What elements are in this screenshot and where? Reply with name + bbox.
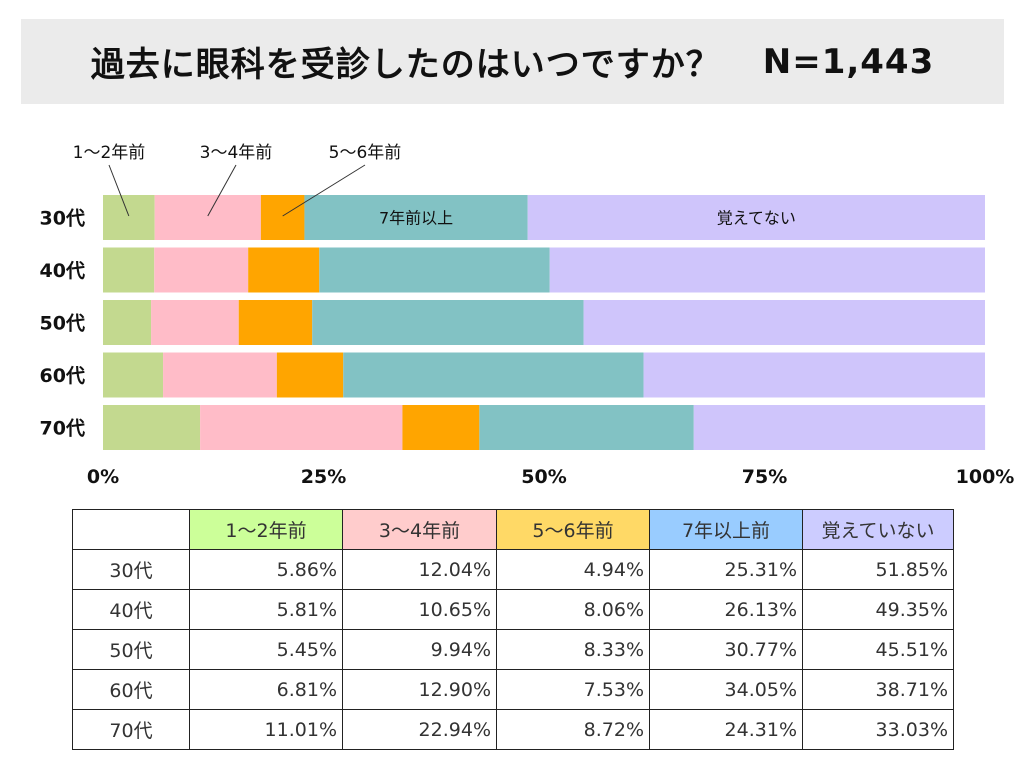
table-cell: 9.94%: [342, 629, 497, 670]
table-cell: 51.85%: [802, 549, 954, 590]
table-cell: 22.94%: [342, 709, 497, 750]
bar-segment: [200, 405, 403, 450]
bar-segment: [693, 405, 986, 450]
table-cell: 25.31%: [649, 549, 803, 590]
table-cell: 24.31%: [649, 709, 803, 750]
bar-segment: [260, 195, 305, 240]
x-tick-label: 0%: [87, 466, 119, 488]
sample-size: N=1,443: [762, 41, 935, 82]
table-cell: 45.51%: [802, 629, 954, 670]
category-label: 50代: [40, 313, 85, 335]
table-cell: 12.90%: [342, 669, 497, 710]
bar-segment: [154, 195, 261, 240]
bar-segment: [154, 247, 249, 293]
bar-segment: [479, 405, 694, 450]
bar-segment: [151, 300, 239, 345]
x-tick-label: 50%: [521, 466, 566, 488]
table-cell: 33.03%: [802, 709, 954, 750]
title-banner: 過去に眼科を受診したのはいつですか？ N=1,443: [21, 19, 1004, 104]
annotation-label: 3〜4年前: [200, 143, 273, 163]
bar-segment: [103, 247, 155, 293]
table-cell: 8.06%: [496, 589, 650, 630]
annotation-leader-line: [282, 164, 366, 217]
table-header: 1〜2年前: [189, 509, 343, 550]
bar-segment: [238, 300, 313, 345]
annotation-label: 5〜6年前: [329, 143, 402, 163]
table-row-label: 60代: [72, 669, 190, 710]
table-header: 5〜6年前: [496, 509, 650, 550]
table-row: 40代 5.81% 10.65% 8.06% 26.13% 49.35%: [72, 589, 954, 630]
bar-segment: [103, 405, 201, 450]
bar-segment: [583, 300, 985, 345]
bar-segment: [319, 247, 550, 293]
table-row-label: 40代: [72, 589, 190, 630]
bar-segment: [527, 195, 985, 240]
table-header-row: 1〜2年前 3〜4年前 5〜6年前 7年以上前 覚えていない: [72, 509, 954, 550]
table-cell: 4.94%: [496, 549, 650, 590]
bar-segment: [343, 352, 644, 398]
annotation-leader-line: [207, 164, 237, 217]
annotation-label: 1〜2年前: [73, 143, 146, 163]
table-cell: 5.86%: [189, 549, 343, 590]
bar-segment: [402, 405, 480, 450]
table-row: 50代 5.45% 9.94% 8.33% 30.77% 45.51%: [72, 629, 954, 670]
table-cell: 49.35%: [802, 589, 954, 630]
table-header: 3〜4年前: [342, 509, 497, 550]
table-cell: 6.81%: [189, 669, 343, 710]
table-row-label: 30代: [72, 549, 190, 590]
annotation-leader-line: [108, 164, 130, 217]
bar-segment: [304, 195, 528, 240]
table-cell: 38.71%: [802, 669, 954, 710]
table-row: 30代 5.86% 12.04% 4.94% 25.31% 51.85%: [72, 549, 954, 590]
bar-segment: [276, 352, 344, 398]
x-tick-label: 25%: [301, 466, 346, 488]
table-cell: 7.53%: [496, 669, 650, 710]
table-cell: 5.81%: [189, 589, 343, 630]
in-bar-label: 覚えてない: [717, 209, 796, 228]
x-tick-label: 75%: [742, 466, 787, 488]
bar-segment: [549, 247, 985, 293]
stacked-bar-chart: 30代 40代 50代 60代 70代 0% 25% 50% 75% 100% 7年前以上 覚えてない…: [40, 143, 1015, 488]
bar-segment: [312, 300, 584, 345]
table-cell: 26.13%: [649, 589, 803, 630]
table-row: 60代 6.81% 12.90% 7.53% 34.05% 38.71%: [72, 669, 954, 710]
table-cell: 11.01%: [189, 709, 343, 750]
bar-segment: [103, 300, 152, 345]
table-row: 70代 11.01% 22.94% 8.72% 24.31% 33.03%: [72, 709, 954, 750]
category-label: 60代: [40, 365, 85, 387]
table-cell: 10.65%: [342, 589, 497, 630]
bar-segment: [643, 352, 985, 398]
data-table: 1〜2年前 3〜4年前 5〜6年前 7年以上前 覚えていない 30代 5.86%…: [72, 509, 954, 750]
table-row-label: 50代: [72, 629, 190, 670]
category-label: 40代: [40, 260, 85, 282]
table-row-label: 70代: [72, 709, 190, 750]
bar-segment: [103, 352, 164, 398]
table-cell: 5.45%: [189, 629, 343, 670]
bar-segment: [103, 195, 155, 240]
table-cell: 30.77%: [649, 629, 803, 670]
x-tick-label: 100%: [956, 466, 1015, 488]
table-cell: 34.05%: [649, 669, 803, 710]
table-corner-cell: [72, 509, 190, 550]
bar-segment: [248, 247, 320, 293]
table-cell: 8.33%: [496, 629, 650, 670]
table-cell: 12.04%: [342, 549, 497, 590]
table-header: 7年以上前: [649, 509, 803, 550]
category-label: 30代: [40, 208, 85, 230]
category-label: 70代: [40, 418, 85, 440]
chart-title: 過去に眼科を受診したのはいつですか？: [90, 45, 721, 85]
bar-segment: [163, 352, 277, 398]
table-cell: 8.72%: [496, 709, 650, 750]
in-bar-label: 7年前以上: [379, 209, 453, 228]
table-header: 覚えていない: [802, 509, 954, 550]
